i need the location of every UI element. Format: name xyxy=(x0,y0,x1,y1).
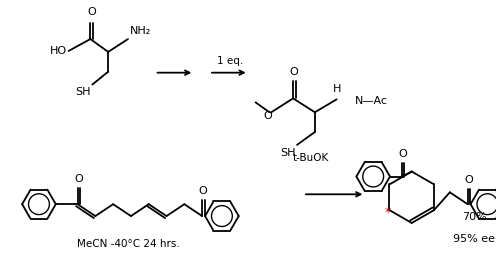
Text: SH: SH xyxy=(75,86,90,96)
Text: 95% ee: 95% ee xyxy=(453,234,495,244)
Text: NH₂: NH₂ xyxy=(130,26,151,36)
Text: O: O xyxy=(398,149,407,159)
Text: *: * xyxy=(384,206,390,219)
Text: H: H xyxy=(332,85,341,94)
Text: O: O xyxy=(198,186,207,196)
Text: HO: HO xyxy=(50,46,66,56)
Text: O: O xyxy=(264,111,272,121)
Text: 70%: 70% xyxy=(462,212,486,222)
Text: O: O xyxy=(290,67,298,77)
Text: MeCN -40°C 24 hrs.: MeCN -40°C 24 hrs. xyxy=(76,239,180,249)
Text: N—Ac: N—Ac xyxy=(354,96,388,106)
Text: O: O xyxy=(464,175,473,186)
Text: 1 eq.: 1 eq. xyxy=(217,56,243,66)
Text: t-BuOK: t-BuOK xyxy=(293,153,330,163)
Text: O: O xyxy=(87,7,96,17)
Text: O: O xyxy=(74,174,83,184)
Text: SH: SH xyxy=(280,148,296,158)
